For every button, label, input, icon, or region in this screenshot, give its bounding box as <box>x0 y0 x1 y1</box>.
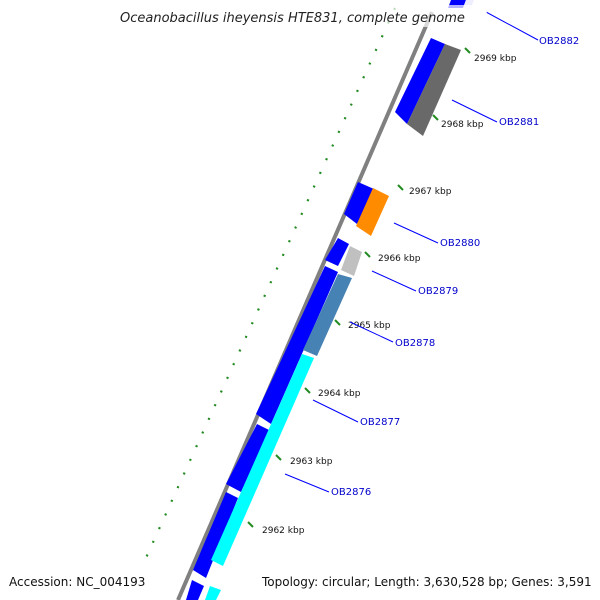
gene-label-ob2881[interactable]: OB2881 <box>499 117 539 128</box>
cds-minus-arrow <box>186 580 204 600</box>
kbp-label: 2962 kbp <box>262 526 305 536</box>
cds-plus-arrow <box>205 586 221 600</box>
gene-label-ob2879[interactable]: OB2879 <box>418 286 458 297</box>
kbp-tick <box>304 387 311 394</box>
cds-minus-arrow <box>395 38 445 124</box>
gene-callout-line <box>284 473 330 493</box>
cds-plus-arrow <box>341 246 362 276</box>
cds-minus-arrow <box>256 266 338 424</box>
gene-label-ob2877[interactable]: OB2877 <box>360 417 400 428</box>
accession-text: Accession: NC_004193 <box>9 575 145 589</box>
cds-plus-arrow <box>407 44 461 136</box>
cds-plus-arrow <box>303 274 352 356</box>
gene-callout-line <box>371 270 417 292</box>
map-title: Oceanobacillus iheyensis HTE831, complet… <box>120 11 465 26</box>
kbp-tick <box>464 47 471 54</box>
kbp-label: 2964 kbp <box>318 389 361 399</box>
cds-plus-arrow <box>356 188 389 236</box>
kbp-tick <box>334 319 341 326</box>
gene-label-ob2878[interactable]: OB2878 <box>395 338 435 349</box>
kbp-tick <box>397 184 404 191</box>
topology-text: Topology: circular; Length: 3,630,528 bp… <box>261 575 592 589</box>
kbp-tick <box>247 521 254 528</box>
kbp-label: 2966 kbp <box>378 254 421 264</box>
gene-callout-line <box>349 321 394 343</box>
kbp-label: 2967 kbp <box>409 187 452 197</box>
gc-dotted-track <box>143 7 397 561</box>
cds-minus-arrow <box>325 238 349 266</box>
kbp-label: 2969 kbp <box>474 54 517 64</box>
kbp-tick <box>432 114 439 121</box>
cds-minus-arrow <box>344 182 374 224</box>
gene-label-ob2880[interactable]: OB2880 <box>440 238 480 249</box>
cds-minus-arrow <box>226 424 269 492</box>
gene-callout-line <box>451 99 498 123</box>
cds-minus-arrow <box>193 492 238 578</box>
gene-callout-line <box>312 399 359 423</box>
kbp-tick <box>275 454 282 461</box>
title-backdrop <box>115 5 487 27</box>
kbp-label: 2968 kbp <box>441 120 484 130</box>
kbp-label: 2963 kbp <box>290 457 333 467</box>
cds-plus-arrow <box>211 354 314 566</box>
kbp-label: 2965 kbp <box>348 321 391 331</box>
genome-backbone <box>176 11 434 600</box>
gene-label-ob2882[interactable]: OB2882 <box>539 36 579 47</box>
gene-callout-line <box>393 222 439 244</box>
gene-label-ob2876[interactable]: OB2876 <box>331 487 371 498</box>
gene-callout-line <box>485 11 539 41</box>
kbp-tick <box>364 251 371 258</box>
